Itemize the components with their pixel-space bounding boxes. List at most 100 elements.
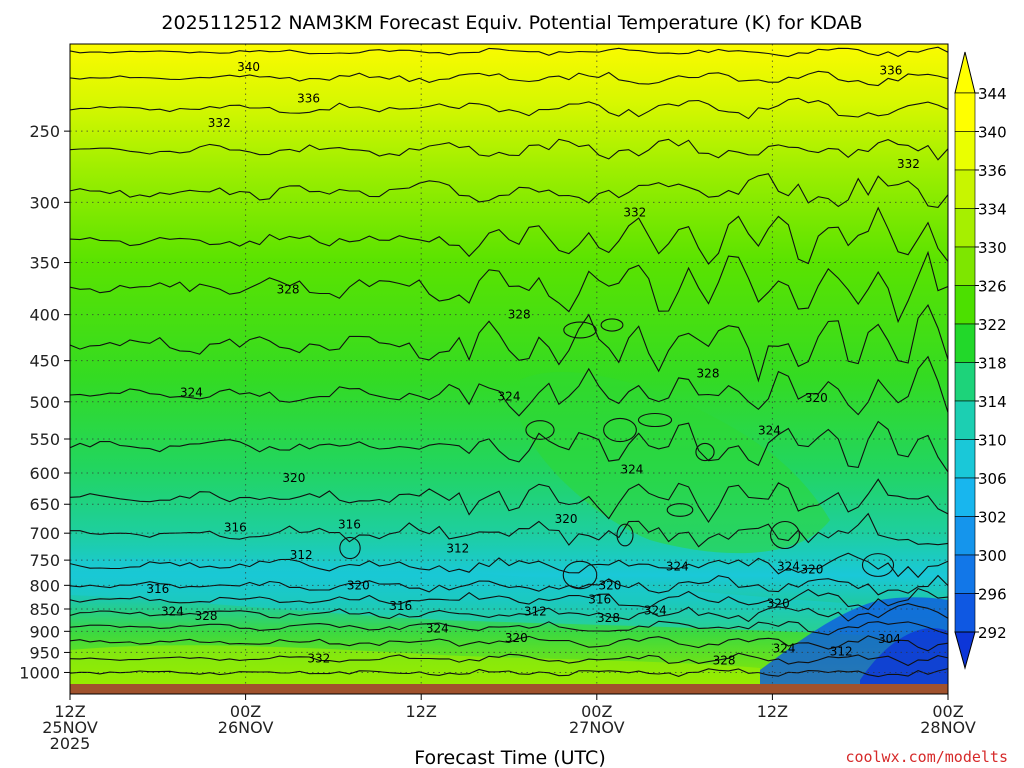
colorbar-label: 322	[978, 316, 1007, 334]
colorbar-label: 336	[978, 162, 1007, 180]
contour-label: 332	[897, 157, 920, 171]
x-tick-label: 25NOV	[42, 718, 98, 737]
plot-frame	[69, 43, 949, 695]
contour-cell	[525, 420, 555, 440]
contour-label: 324	[644, 603, 667, 617]
contour-line	[70, 173, 948, 208]
colorbar-top-arrow	[954, 51, 976, 94]
contour-line	[70, 552, 948, 579]
colorbar-swatch	[954, 208, 976, 248]
contour-line	[70, 304, 948, 383]
contour-line	[70, 355, 948, 417]
grid-lines	[70, 44, 948, 684]
contour-label: 328	[697, 366, 720, 380]
y-tick-label: 250	[29, 122, 60, 141]
contour-cell	[666, 503, 694, 517]
x-tick-label: 00Z	[932, 702, 963, 721]
contour-label: 328	[277, 282, 300, 296]
contour-cell	[861, 553, 895, 577]
colorbar: 344 340 336 334 330 326 322 318 314 310 306 302 300 2…	[954, 51, 1007, 670]
x-tick-label: 00Z	[230, 702, 261, 721]
contour-line	[70, 478, 948, 524]
contour-line	[70, 250, 948, 324]
contour-label: 304	[878, 632, 901, 646]
colorbar-swatch	[954, 593, 976, 633]
x-tick-label: 00Z	[581, 702, 612, 721]
colorbar-swatch	[954, 92, 976, 132]
contour-label: 324	[620, 463, 643, 477]
colorbar-swatch	[954, 400, 976, 440]
contour-cell	[616, 523, 634, 547]
colorbar-swatch	[954, 477, 976, 517]
colorbar-label: 314	[978, 393, 1007, 411]
colorbar-label: 302	[978, 509, 1007, 527]
y-tick-label: 350	[29, 254, 60, 273]
contour-line	[70, 635, 948, 652]
ground-layer	[70, 684, 948, 694]
colorbar-swatch	[954, 554, 976, 594]
colorbar-label: 326	[978, 278, 1007, 296]
colorbar-label: 292	[978, 624, 1007, 642]
contour-label: 316	[224, 521, 247, 535]
colorbar-label: 334	[978, 201, 1007, 219]
chart-title: 2025112512 NAM3KM Forecast Equiv. Potent…	[161, 12, 862, 34]
contour-label: 312	[524, 604, 547, 618]
contour-line	[70, 603, 948, 623]
low-level-moist-band	[70, 558, 948, 640]
y-tick-label: 450	[29, 352, 60, 371]
contour-label: 324	[666, 559, 689, 573]
colorbar-swatch	[954, 439, 976, 479]
contour-label: 324	[498, 389, 521, 403]
contour-cell	[637, 412, 673, 428]
colorbar-label: 318	[978, 355, 1007, 373]
contour-cell	[563, 321, 597, 339]
contour-label: 316	[146, 582, 169, 596]
contour-cell	[562, 560, 598, 590]
contour-label: 324	[777, 559, 800, 573]
colorbar-swatch	[954, 323, 976, 363]
contour-label: 320	[767, 596, 790, 610]
contour-label: 312	[290, 548, 313, 562]
contour-label: 332	[623, 206, 646, 220]
y-tick-label: 400	[29, 306, 60, 325]
contour-label: 324	[426, 621, 449, 635]
contour-label: 320	[347, 578, 370, 592]
contour-label: 332	[208, 116, 231, 130]
colorbar-label: 310	[978, 432, 1007, 450]
x-tick-label: 27NOV	[569, 718, 625, 737]
x-tick-label: 12Z	[757, 702, 788, 721]
x-tick-label: 2025	[50, 734, 91, 753]
contour-label: 320	[282, 471, 305, 485]
contour-cell	[695, 442, 715, 462]
contour-label: 336	[879, 63, 902, 77]
contour-label: 320	[599, 578, 622, 592]
colorbar-swatch	[954, 169, 976, 209]
colorbar-label: 330	[978, 239, 1007, 257]
y-tick-label: 850	[29, 600, 60, 619]
credit-text: coolwx.com/modelts	[845, 748, 1008, 766]
contour-label: 320	[505, 631, 528, 645]
contour-cell	[603, 417, 637, 443]
y-tick-label: 500	[29, 393, 60, 412]
x-tick-label: 12Z	[54, 702, 85, 721]
colorbar-label: 344	[978, 85, 1007, 103]
contour-label: 332	[307, 652, 330, 666]
colorbar-swatch	[954, 285, 976, 325]
contour-line	[70, 70, 948, 87]
contour-line	[70, 652, 948, 667]
contour-line	[70, 620, 948, 636]
contour-label: 316	[389, 599, 412, 613]
colorbar-swatch	[954, 516, 976, 556]
contour-label: 328	[713, 654, 736, 668]
contour-label: 320	[805, 391, 828, 405]
colorbar-label: 300	[978, 547, 1007, 565]
contour-label: 320	[555, 512, 578, 526]
contour-line	[70, 138, 948, 161]
x-tick-label: 12Z	[406, 702, 437, 721]
colorbar-label: 306	[978, 470, 1007, 488]
contour-cell	[339, 536, 361, 560]
y-tick-label: 900	[29, 622, 60, 641]
